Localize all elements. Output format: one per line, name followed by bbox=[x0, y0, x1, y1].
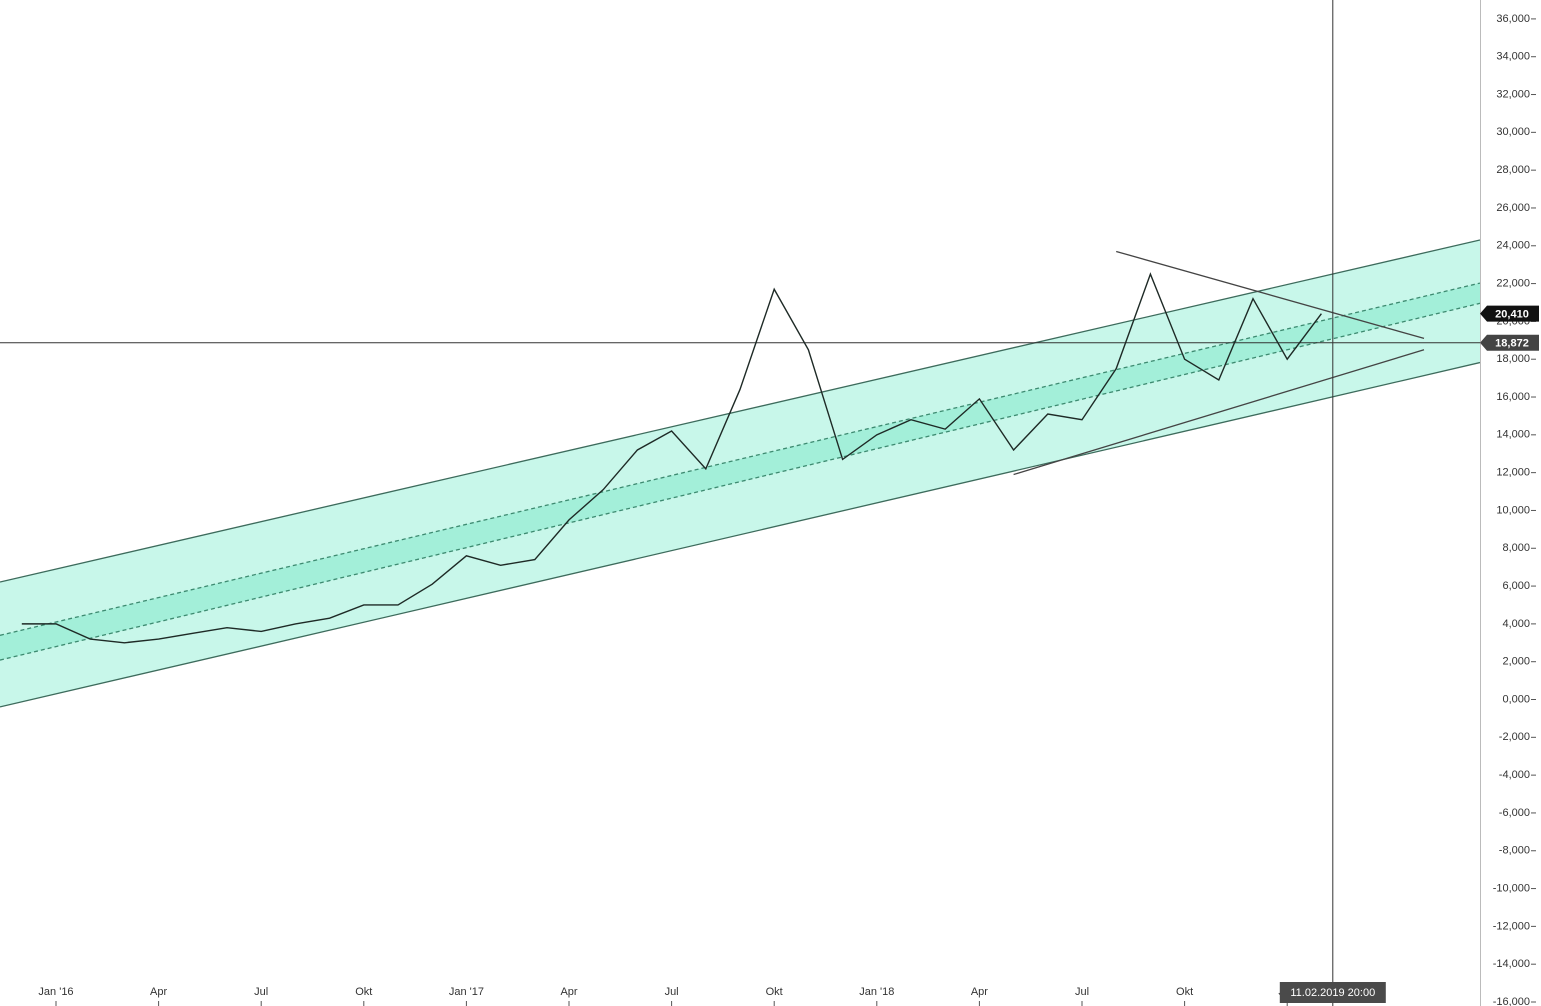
y-tick-label: -12,000 bbox=[1493, 920, 1530, 932]
x-tick-label: Okt bbox=[355, 986, 372, 998]
y-tick-label: 10,000 bbox=[1496, 504, 1530, 516]
y-tick-label: 2,000 bbox=[1502, 656, 1530, 668]
y-tick-label: 30,000 bbox=[1496, 126, 1530, 138]
y-tick-label: -14,000 bbox=[1493, 958, 1530, 970]
y-tick-label: 16,000 bbox=[1496, 391, 1530, 403]
x-tick-label: Okt bbox=[1176, 986, 1193, 998]
y-tick-label: 22,000 bbox=[1496, 277, 1530, 289]
channel-mid-fill bbox=[0, 283, 1480, 661]
channel-line bbox=[0, 302, 1480, 661]
crosshair-label: 11.02.2019 20:00 bbox=[1290, 987, 1375, 999]
y-tick-label: 0,000 bbox=[1502, 693, 1530, 705]
y-axis: 36,000 34,000 32,000 30,000 28,000 26,000 24,0… bbox=[1480, 0, 1541, 1006]
x-tick-label: Jan '17 bbox=[449, 986, 484, 998]
x-tick-label: Jul bbox=[254, 986, 268, 998]
y-tick-label: 32,000 bbox=[1496, 88, 1530, 100]
trend-line bbox=[1013, 349, 1425, 476]
y-tick-label: 24,000 bbox=[1496, 240, 1530, 252]
x-tick-label: Apr bbox=[971, 986, 988, 998]
y-tick-label: 36,000 bbox=[1496, 13, 1530, 25]
y-tick-label: -8,000 bbox=[1499, 845, 1530, 857]
y-tick-label: 6,000 bbox=[1502, 580, 1530, 592]
channel-line bbox=[0, 361, 1480, 708]
x-tick-label: Apr bbox=[150, 986, 167, 998]
x-tick-label: Jan '18 bbox=[859, 986, 894, 998]
y-tick-label: -16,000 bbox=[1493, 996, 1530, 1006]
trend-line bbox=[1116, 250, 1425, 340]
x-tick-label: Jul bbox=[665, 986, 679, 998]
y-tick-label: 12,000 bbox=[1496, 467, 1530, 479]
y-tick-label: 8,000 bbox=[1502, 542, 1530, 554]
price-badge bbox=[1480, 334, 1539, 351]
y-tick-label: 4,000 bbox=[1502, 618, 1530, 630]
y-tick-label: -6,000 bbox=[1499, 807, 1530, 819]
axis-bg bbox=[1481, 0, 1541, 1006]
channel-line bbox=[0, 282, 1480, 636]
price-line bbox=[21, 272, 1322, 644]
channel-line bbox=[0, 239, 1480, 583]
x-tick-label: Okt bbox=[766, 986, 783, 998]
plot-area bbox=[0, 239, 1480, 708]
y-tick-label: -2,000 bbox=[1499, 731, 1530, 743]
y-tick-label: -10,000 bbox=[1493, 882, 1530, 894]
x-tick-label: Jan '16 bbox=[38, 986, 73, 998]
y-tick-label: 26,000 bbox=[1496, 202, 1530, 214]
y-tick-label: -4,000 bbox=[1499, 769, 1530, 781]
x-tick-label: Jul bbox=[1075, 986, 1089, 998]
y-tick-label: 28,000 bbox=[1496, 164, 1530, 176]
y-tick-label: 14,000 bbox=[1496, 429, 1530, 441]
price-badge-label: 18,872 bbox=[1495, 338, 1529, 350]
y-tick-label: 18,000 bbox=[1496, 353, 1530, 365]
crosshair-badge bbox=[1279, 982, 1386, 1003]
price-badge-label: 20,410 bbox=[1495, 309, 1529, 321]
x-tick-label: Apr bbox=[560, 986, 577, 998]
price-badge bbox=[1480, 305, 1539, 322]
y-tick-label: 34,000 bbox=[1496, 51, 1530, 63]
